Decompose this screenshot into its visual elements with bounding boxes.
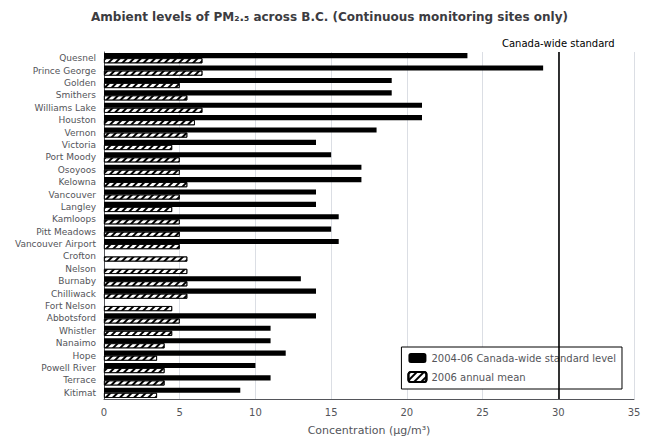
- svg-text:Whistler: Whistler: [59, 326, 96, 336]
- svg-text:Smithers: Smithers: [56, 90, 96, 100]
- svg-text:Kitimat: Kitimat: [64, 388, 97, 398]
- svg-text:Williams Lake: Williams Lake: [35, 103, 97, 113]
- svg-text:35: 35: [628, 407, 641, 418]
- svg-text:Crofton: Crofton: [63, 251, 96, 261]
- svg-text:Abbotsford: Abbotsford: [47, 313, 96, 323]
- svg-text:Kelowna: Kelowna: [58, 177, 96, 187]
- svg-text:Vernon: Vernon: [65, 128, 96, 138]
- svg-text:5: 5: [177, 407, 183, 418]
- svg-text:Golden: Golden: [64, 78, 96, 88]
- svg-text:2004-06 Canada-wide standard l: 2004-06 Canada-wide standard level: [431, 353, 616, 364]
- svg-text:Port Moody: Port Moody: [45, 152, 96, 162]
- svg-text:Kamloops: Kamloops: [52, 214, 96, 224]
- svg-text:Vancouver: Vancouver: [49, 190, 97, 200]
- svg-text:Osoyoos: Osoyoos: [58, 165, 97, 175]
- svg-text:Nelson: Nelson: [65, 264, 96, 274]
- svg-text:20: 20: [400, 407, 413, 418]
- svg-text:10: 10: [249, 407, 262, 418]
- svg-text:2006 annual mean: 2006 annual mean: [431, 372, 525, 383]
- svg-text:Victoria: Victoria: [62, 140, 96, 150]
- svg-text:Quesnel: Quesnel: [59, 53, 96, 63]
- svg-text:0: 0: [101, 407, 107, 418]
- svg-text:Ambient levels of PM₂.₅ across: Ambient levels of PM₂.₅ across B.C. (Con…: [91, 10, 568, 24]
- svg-text:Vancouver Airport: Vancouver Airport: [15, 239, 97, 249]
- svg-text:Burnaby: Burnaby: [58, 276, 96, 286]
- svg-text:25: 25: [476, 407, 489, 418]
- svg-text:Powell River: Powell River: [41, 363, 96, 373]
- svg-text:Nanaimo: Nanaimo: [56, 338, 97, 348]
- svg-text:Chilliwack: Chilliwack: [51, 289, 97, 299]
- svg-text:Canada-wide standard: Canada-wide standard: [502, 38, 615, 49]
- svg-text:Pitt Meadows: Pitt Meadows: [36, 227, 96, 237]
- svg-text:15: 15: [325, 407, 338, 418]
- svg-text:Fort Nelson: Fort Nelson: [45, 301, 96, 311]
- svg-text:Langley: Langley: [61, 202, 97, 212]
- svg-text:Concentration (μg/m³): Concentration (μg/m³): [308, 424, 431, 437]
- svg-text:Hope: Hope: [72, 351, 96, 361]
- svg-text:Terrace: Terrace: [62, 375, 96, 385]
- svg-text:Houston: Houston: [59, 115, 96, 125]
- svg-text:30: 30: [552, 407, 565, 418]
- svg-text:Prince George: Prince George: [33, 66, 97, 76]
